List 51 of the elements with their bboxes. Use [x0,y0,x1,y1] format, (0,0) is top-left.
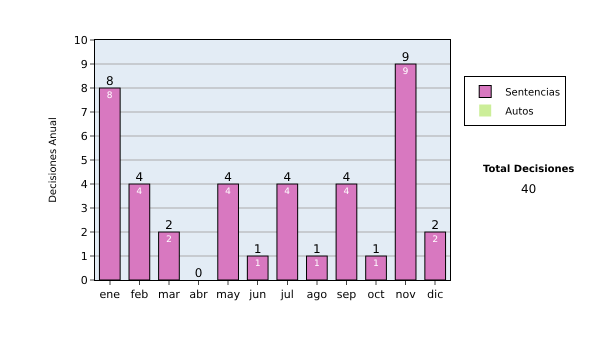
total-label: 4 [342,170,350,184]
y-axis-title: Decisiones Anual [48,117,59,203]
data-label: 1 [254,259,261,269]
data-label: 4 [136,187,142,197]
data-label: 2 [166,235,172,245]
total-label: 8 [106,74,114,88]
data-label: 9 [402,67,409,77]
x-tick-label: may [216,288,241,302]
total-label: 4 [136,170,144,184]
data-label: 2 [432,235,438,245]
x-tick-label: abr [189,288,208,302]
y-tick-label: 1 [80,250,88,263]
text: Total Decisiones [483,164,574,175]
data-label: 4 [343,187,350,197]
x-tick-label: jun [248,288,266,302]
y-tick-label: 9 [80,58,88,71]
total-label: 4 [283,170,292,184]
y-tick-label: 4 [80,178,88,191]
y-tick-label: 8 [80,82,88,95]
legend-label: Sentencias [505,87,560,98]
x-tick-label: mar [158,288,180,302]
data-label: 4 [225,187,232,197]
total-label: 9 [402,50,410,64]
data-label: 1 [373,259,379,269]
data-label: 4 [284,187,290,197]
y-tick-label: 6 [80,130,88,143]
y-tick-label: 5 [80,154,88,167]
y-tick-label: 0 [80,274,88,287]
y-tick-label: 3 [80,202,88,215]
total-label: 4 [224,170,232,184]
y-tick-label: 2 [80,226,88,239]
total-label: 1 [372,242,380,256]
x-tick-label: sep [336,288,356,302]
x-tick-label: dic [427,288,444,302]
total-label: 2 [431,218,440,232]
text: 40 [521,182,536,196]
x-tick-label: nov [396,288,416,302]
x-tick-label: ago [306,288,328,302]
total-label: 0 [194,266,202,280]
x-tick-label: jul [280,288,294,302]
data-label: 8 [106,91,113,101]
legend-label: Autos [505,106,534,118]
y-tick-label: 7 [80,106,88,119]
y-tick-label: 10 [74,34,88,47]
x-tick-label: oct [367,288,386,302]
total-label: 2 [165,218,173,232]
data-label: 1 [314,259,320,269]
x-tick-label: feb [130,288,148,302]
total-label: 1 [313,242,321,256]
x-tick-label: ene [100,288,120,302]
total-label: 1 [254,242,262,256]
